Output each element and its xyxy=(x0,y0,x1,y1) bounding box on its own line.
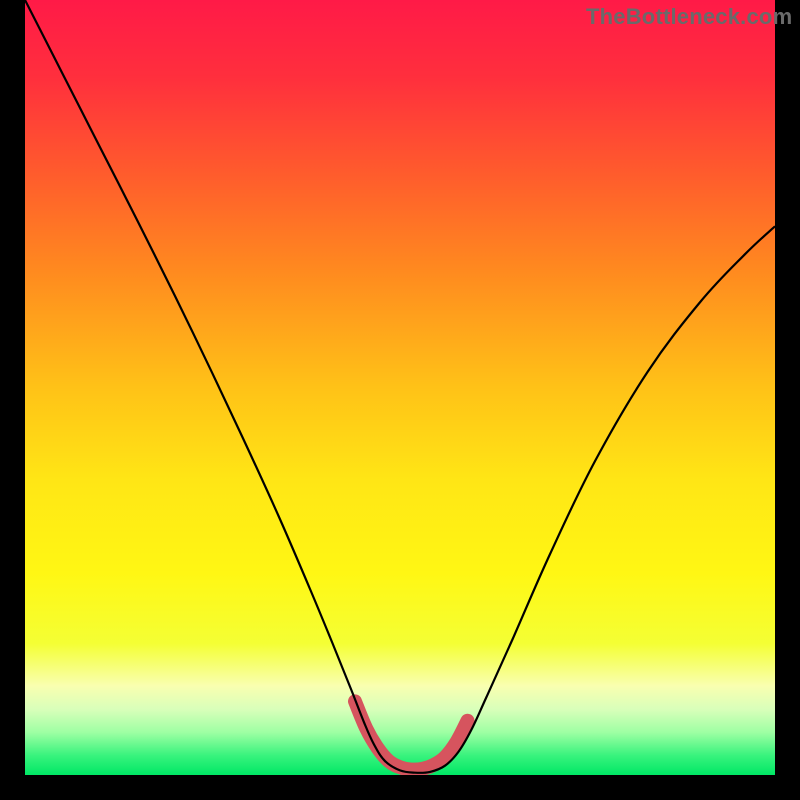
v-curve xyxy=(25,0,775,773)
frame-right xyxy=(775,0,800,800)
curve-layer xyxy=(25,0,775,775)
watermark-text: TheBottleneck.com xyxy=(586,4,792,30)
plot-area xyxy=(25,0,775,775)
frame-left xyxy=(0,0,25,800)
frame-bottom xyxy=(0,775,800,800)
chart-stage: TheBottleneck.com xyxy=(0,0,800,800)
